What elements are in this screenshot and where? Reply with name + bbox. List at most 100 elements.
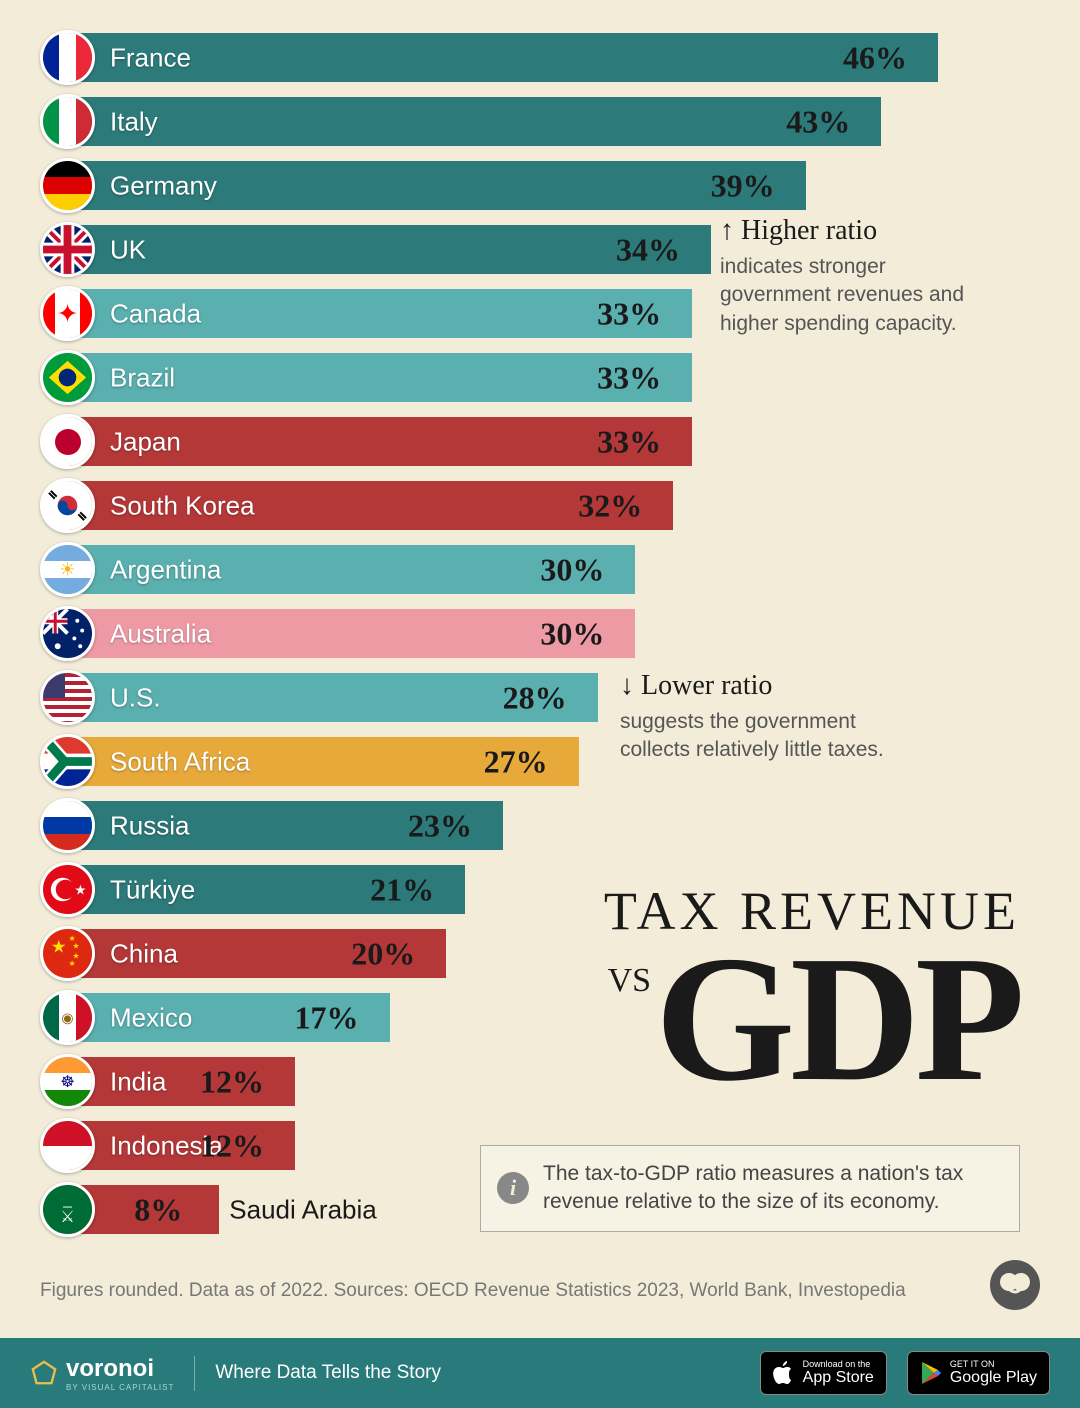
country-label: U.S. — [110, 682, 161, 713]
title-vs: VS — [608, 962, 651, 1000]
value-label: 33% — [597, 295, 661, 332]
value-label: 12% — [200, 1127, 264, 1164]
bar — [68, 97, 881, 146]
value-label: 33% — [597, 423, 661, 460]
flag-icon — [40, 606, 95, 661]
value-label: 39% — [711, 167, 775, 204]
appstore-small: Download on the — [803, 1360, 874, 1369]
bar — [68, 33, 938, 82]
flag-icon — [40, 1118, 95, 1173]
annotation-higher: ↑ Higher ratio indicates stronger govern… — [720, 215, 1000, 338]
annotation-lower-title: ↓ Lower ratio — [620, 670, 900, 702]
bar-row: Brazil 33% — [40, 350, 1045, 405]
flag-icon: ✦ — [40, 286, 95, 341]
flag-icon: ـــ⚔ — [40, 1182, 95, 1237]
appstore-badge[interactable]: Download on the App Store — [760, 1351, 887, 1395]
flag-icon — [40, 478, 95, 533]
flag-icon — [40, 798, 95, 853]
value-label: 34% — [616, 231, 680, 268]
value-label: 46% — [843, 39, 907, 76]
annotation-lower-text: suggests the government collects relativ… — [620, 708, 900, 765]
flag-icon: ★★★★★ — [40, 926, 95, 981]
info-box: i The tax-to-GDP ratio measures a nation… — [480, 1145, 1020, 1232]
svg-text:★: ★ — [68, 959, 75, 968]
value-label: 12% — [200, 1063, 264, 1100]
play-big: Google Play — [950, 1369, 1037, 1387]
footer-brand: voronoi — [66, 1355, 174, 1383]
flag-icon — [40, 670, 95, 725]
bar-row: Germany 39% — [40, 158, 1045, 213]
country-label: Saudi Arabia — [229, 1194, 376, 1225]
flag-icon — [40, 94, 95, 149]
annotation-higher-text: indicates stronger government revenues a… — [720, 253, 1000, 338]
flag-icon — [40, 734, 95, 789]
country-label: Argentina — [110, 554, 221, 585]
annotation-higher-title: ↑ Higher ratio — [720, 215, 1000, 247]
flag-icon: ◉ — [40, 990, 95, 1045]
bar-row: Australia 30% — [40, 606, 1045, 661]
country-label: Türkiye — [110, 874, 195, 905]
footer-tagline: Where Data Tells the Story — [215, 1362, 441, 1384]
value-label: 23% — [408, 807, 472, 844]
bar-row: Russia 23% — [40, 798, 1045, 853]
value-label: 21% — [370, 871, 434, 908]
main-title: TAX REVENUE VS GDP — [460, 880, 1020, 1095]
country-label: South Korea — [110, 490, 255, 521]
flag-icon — [40, 158, 95, 213]
apple-icon — [773, 1360, 795, 1386]
country-label: China — [110, 938, 178, 969]
flag-icon: ☸ — [40, 1054, 95, 1109]
country-label: Russia — [110, 810, 189, 841]
value-label: 20% — [351, 935, 415, 972]
country-label: Japan — [110, 426, 181, 457]
country-label: Mexico — [110, 1002, 192, 1033]
country-label: Germany — [110, 170, 217, 201]
flag-icon — [40, 350, 95, 405]
country-label: France — [110, 42, 191, 73]
play-icon — [920, 1361, 942, 1385]
country-label: UK — [110, 234, 146, 265]
footer-logo: voronoi BY VISUAL CAPITALIST — [30, 1355, 174, 1392]
bar-row: Japan 33% — [40, 414, 1045, 469]
svg-text:★: ★ — [74, 882, 86, 897]
country-label: Brazil — [110, 362, 175, 393]
flag-icon: ★ — [40, 862, 95, 917]
title-gdp: GDP — [655, 942, 1020, 1095]
value-label: 28% — [503, 679, 567, 716]
play-badge[interactable]: GET IT ON Google Play — [907, 1351, 1050, 1395]
value-label: 32% — [578, 487, 642, 524]
country-label: Italy — [110, 106, 158, 137]
bar-row: Italy 43% — [40, 94, 1045, 149]
flag-icon — [40, 222, 95, 277]
flag-icon — [40, 30, 95, 85]
info-icon: i — [497, 1172, 529, 1204]
vc-logo-icon — [990, 1260, 1040, 1310]
bar-row: South Korea 32% — [40, 478, 1045, 533]
value-label: 8% — [134, 1191, 182, 1228]
country-label: South Africa — [110, 746, 250, 777]
value-label: 17% — [295, 999, 359, 1036]
value-label: 27% — [484, 743, 548, 780]
appstore-big: App Store — [803, 1369, 874, 1387]
bar — [68, 225, 711, 274]
value-label: 30% — [540, 551, 604, 588]
bar-row: France 46% — [40, 30, 1045, 85]
value-label: 30% — [540, 615, 604, 652]
footer-divider — [194, 1356, 195, 1391]
flag-icon: ☀ — [40, 542, 95, 597]
svg-text:★: ★ — [72, 942, 79, 951]
country-label: Australia — [110, 618, 211, 649]
value-label: 33% — [597, 359, 661, 396]
flag-icon — [40, 414, 95, 469]
country-label: India — [110, 1066, 166, 1097]
voronoi-logo-icon — [30, 1359, 58, 1387]
info-text: The tax-to-GDP ratio measures a nation's… — [543, 1160, 1003, 1217]
annotation-lower: ↓ Lower ratio suggests the government co… — [620, 670, 900, 765]
value-label: 43% — [786, 103, 850, 140]
footer-sub: BY VISUAL CAPITALIST — [66, 1383, 174, 1392]
country-label: Canada — [110, 298, 201, 329]
bar-row: ☀ Argentina 30% — [40, 542, 1045, 597]
play-small: GET IT ON — [950, 1360, 1037, 1369]
svg-text:★: ★ — [51, 937, 67, 957]
footer: voronoi BY VISUAL CAPITALIST Where Data … — [0, 1338, 1080, 1408]
